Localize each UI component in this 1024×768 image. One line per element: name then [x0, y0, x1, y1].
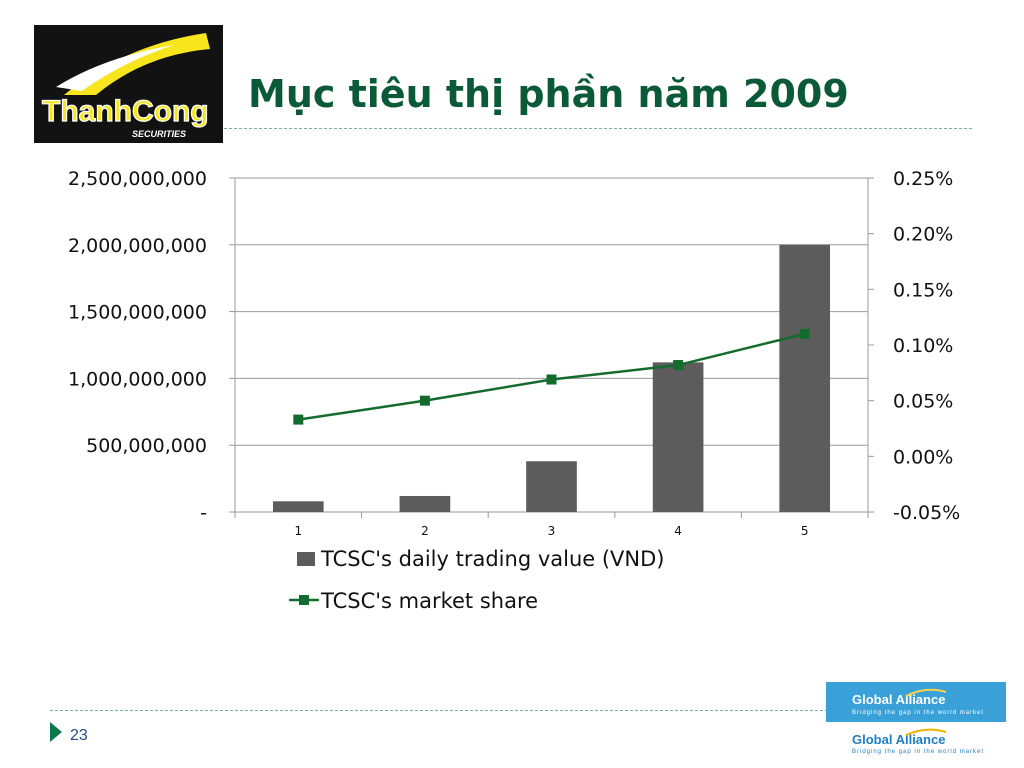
slide-number: 23 — [70, 727, 88, 744]
legend: TCSC's daily trading value (VND) TCSC's m… — [289, 547, 665, 613]
line-point — [293, 414, 304, 425]
slide-title: Mục tiêu thị phần năm 2009 — [248, 72, 849, 116]
svg-text:SECURITIES: SECURITIES — [132, 129, 186, 139]
thanhcong-logo: ThanhCong SECURITIES — [34, 25, 223, 143]
category-label: 1 — [294, 524, 302, 538]
right-tick-label: -0.05% — [893, 502, 960, 524]
svg-text:Global Alliance: Global Alliance — [852, 692, 945, 707]
bar — [779, 244, 831, 513]
legend-label-line: TCSC's market share — [320, 589, 538, 613]
play-arrow-icon — [50, 722, 62, 742]
right-tick-label: 0.10% — [893, 335, 953, 357]
bar — [272, 501, 324, 512]
line-point — [673, 360, 684, 371]
legend-label-bar: TCSC's daily trading value (VND) — [320, 547, 665, 571]
partner-logo-white: Global Alliance Bridging the gap in the … — [846, 726, 996, 758]
bar — [399, 495, 451, 512]
right-tick-label: 0.15% — [893, 279, 953, 301]
bar — [652, 362, 704, 512]
right-tick-label: 0.00% — [893, 446, 953, 468]
combo-chart: - 500,000,000 1,000,000,000 1,500,000,000 2,… — [68, 168, 960, 613]
left-tick-label: 500,000,000 — [86, 435, 207, 457]
right-tick-label: 0.25% — [893, 168, 953, 190]
footer-divider — [50, 710, 828, 711]
svg-text:Bridging the gap in the world: Bridging the gap in the world market — [852, 749, 984, 755]
left-tick-label: 1,500,000,000 — [68, 302, 207, 324]
legend-swatch-bar — [297, 552, 315, 566]
category-label: 4 — [674, 524, 682, 538]
line-point — [419, 395, 430, 406]
right-tick-label: 0.05% — [893, 391, 953, 413]
axes: - 500,000,000 1,000,000,000 1,500,000,000 2,… — [68, 168, 960, 538]
svg-text:Global Alliance: Global Alliance — [852, 732, 945, 747]
svg-text:Bridging the gap in the world: Bridging the gap in the world market — [852, 710, 984, 716]
category-label: 3 — [548, 524, 556, 538]
partner-logo-blue: Global Alliance Bridging the gap in the … — [826, 682, 1006, 722]
svg-text:ThanhCong: ThanhCong — [42, 95, 209, 128]
left-tick-label: 1,000,000,000 — [68, 368, 207, 390]
left-tick-label: 2,000,000,000 — [68, 235, 207, 257]
bar-series — [272, 244, 831, 513]
left-tick-label: 2,500,000,000 — [68, 168, 207, 190]
bar — [526, 461, 577, 512]
category-label: 5 — [801, 524, 809, 538]
title-divider — [224, 128, 972, 129]
right-tick-label: 0.20% — [893, 224, 953, 246]
category-label: 2 — [421, 524, 429, 538]
line-point — [546, 374, 557, 385]
line-series — [293, 328, 810, 425]
line-point — [799, 328, 810, 339]
legend-swatch-marker — [299, 595, 309, 605]
left-tick-label: - — [200, 502, 207, 524]
